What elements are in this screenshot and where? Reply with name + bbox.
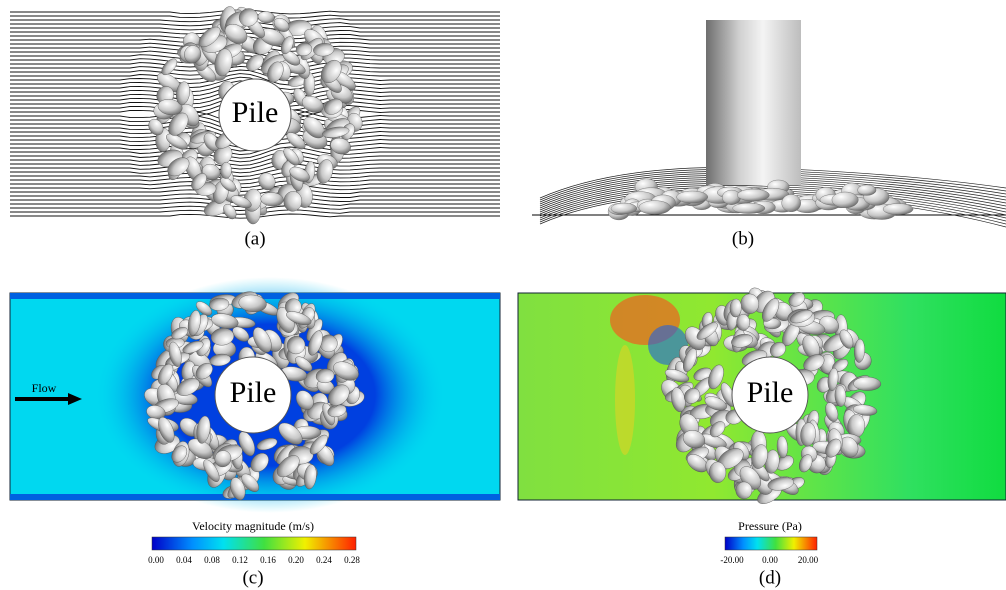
panel-a: Pile (a) xyxy=(10,4,500,249)
particle xyxy=(611,203,637,214)
colorbar-title: Velocity magnitude (m/s) xyxy=(192,519,314,533)
pressure-high xyxy=(615,345,635,455)
particle xyxy=(677,191,708,203)
colorbar-tick-label: 0.28 xyxy=(344,555,360,565)
colorbar-tick-label: 0.16 xyxy=(260,555,276,565)
panel-d: Pile Pressure (Pa) -20.00 0.00 20.00 (d) xyxy=(518,285,1006,588)
flow-label: Flow xyxy=(32,381,57,395)
panel-label: (a) xyxy=(244,228,265,249)
colorbar-tick-label: -20.00 xyxy=(720,555,744,565)
wall xyxy=(10,494,500,500)
colorbar-tick-label: 0.12 xyxy=(232,555,248,565)
pile-label: Pile xyxy=(232,96,279,129)
colorbar-tick-label: 0.00 xyxy=(148,555,164,565)
colorbar-tick-label: 0.20 xyxy=(288,555,304,565)
panel-label: (d) xyxy=(759,567,781,588)
particle xyxy=(858,185,877,196)
particle xyxy=(782,194,801,211)
panel-b: (b) xyxy=(532,20,1006,249)
colorbar xyxy=(152,537,356,550)
colorbar-tick-label: 0.04 xyxy=(176,555,192,565)
particle xyxy=(722,190,740,205)
pile-label: Pile xyxy=(747,376,794,409)
particle xyxy=(883,204,913,215)
colorbar xyxy=(725,537,817,550)
particle xyxy=(733,203,765,213)
pile-cylinder xyxy=(706,20,801,185)
colorbar-tick-label: 0.24 xyxy=(316,555,332,565)
colorbar-tick-label: 0.08 xyxy=(204,555,220,565)
colorbar-ticks: -20.00 0.00 20.00 xyxy=(720,555,818,565)
panel-c: Pile Flow Velocity magnitude (m/s) 0.000… xyxy=(10,277,500,588)
panel-label: (b) xyxy=(732,228,754,249)
particle xyxy=(639,201,671,215)
colorbar-tick-label: 0.00 xyxy=(762,555,778,565)
panel-label: (c) xyxy=(242,567,263,588)
particle xyxy=(736,314,749,330)
particle xyxy=(737,189,769,201)
pile-label: Pile xyxy=(230,376,277,409)
colorbar-title: Pressure (Pa) xyxy=(738,519,802,533)
colorbar-ticks: 0.00 0.04 0.08 0.12 0.16 0.20 0.24 0.28 xyxy=(148,555,360,565)
figure: Pile (a) (b) Pile Flow Velocity magnitud… xyxy=(0,0,1006,590)
colorbar-tick-label: 20.00 xyxy=(798,555,819,565)
particle xyxy=(832,192,858,208)
